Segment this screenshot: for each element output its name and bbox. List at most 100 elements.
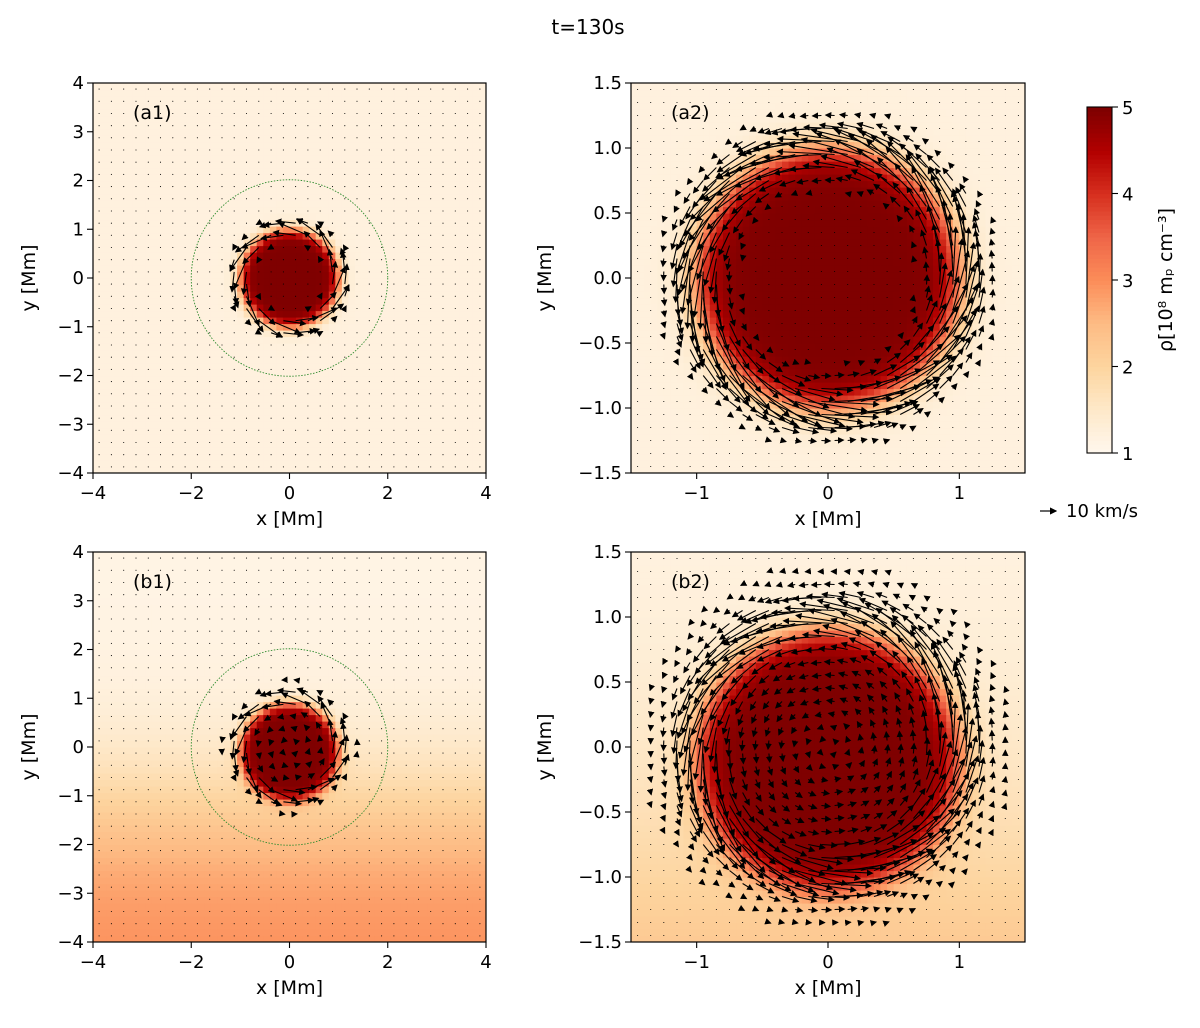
heatmap-cell [472, 453, 481, 461]
heatmap-cell [341, 245, 350, 253]
heatmap-cell [322, 271, 330, 279]
heatmap-cell [230, 161, 238, 169]
quiver-dot [295, 100, 297, 102]
heatmap-cell [381, 141, 389, 149]
heatmap-cell [644, 180, 652, 188]
heatmap-cell [368, 466, 376, 473]
heatmap-cell [631, 265, 639, 273]
quiver-dot [405, 344, 407, 346]
heatmap-cell [413, 278, 422, 286]
heatmap-cell [650, 265, 658, 273]
quiver-dot [344, 441, 346, 444]
heatmap-cell [171, 213, 179, 221]
heatmap-cell [479, 284, 486, 292]
heatmap-cell [158, 395, 166, 403]
quiver-arrow [277, 222, 309, 236]
heatmap-cell [472, 362, 481, 370]
quiver-dot [368, 295, 370, 297]
heatmap-cell [282, 453, 291, 461]
quiver-dot [98, 417, 100, 419]
heatmap-cell [387, 414, 395, 422]
quiver-dot [417, 454, 420, 456]
heatmap-cell [368, 356, 376, 364]
heatmap-cell [132, 297, 140, 305]
heatmap-cell [210, 174, 219, 182]
quiver-dot [196, 295, 198, 297]
heatmap-cell [361, 375, 369, 383]
heatmap-cell [446, 265, 454, 273]
heatmap-cell [165, 206, 173, 214]
heatmap-cell [341, 200, 350, 208]
heatmap-cell [197, 356, 205, 364]
quiver-dot [442, 173, 444, 175]
heatmap-cell [322, 89, 330, 97]
quiver-dot [258, 198, 260, 200]
heatmap-cell [93, 369, 101, 377]
heatmap-cell [151, 349, 160, 357]
heatmap-cell [413, 180, 422, 188]
quiver-dot [467, 381, 469, 383]
quiver-dot [110, 320, 112, 322]
quiver-dot [245, 137, 248, 139]
quiver-dot [344, 173, 346, 175]
heatmap-cell [466, 336, 474, 344]
heatmap-cell [309, 213, 317, 221]
quiver-dot [381, 454, 383, 456]
heatmap-cell [197, 161, 205, 169]
heatmap-cell [151, 174, 160, 182]
heatmap-cell [472, 245, 481, 253]
heatmap-cell [663, 349, 671, 357]
heatmap-cell [657, 434, 665, 442]
heatmap-cell [138, 174, 146, 182]
heatmap-cell [158, 239, 166, 247]
heatmap-cell [355, 408, 363, 416]
heatmap-cell [125, 167, 133, 175]
heatmap-cell [151, 343, 160, 351]
heatmap-cell [296, 304, 304, 312]
quiver-arrow [340, 305, 347, 313]
heatmap-cell [106, 278, 114, 286]
quiver-dot [172, 405, 174, 407]
heatmap-cell [145, 460, 153, 468]
heatmap-cell [361, 154, 369, 162]
quiver-dot [172, 417, 174, 419]
heatmap-cell [224, 252, 232, 260]
quiver-dot [270, 344, 272, 346]
heatmap-cell [296, 369, 304, 377]
heatmap-cell [99, 252, 107, 260]
quiver-dot [393, 417, 395, 419]
heatmap-cell [191, 239, 199, 247]
quiver-dot [123, 332, 125, 334]
heatmap-cell [420, 362, 428, 370]
heatmap-cell [243, 421, 251, 429]
heatmap-cell [374, 317, 382, 325]
heatmap-cell [387, 200, 395, 208]
heatmap-cell [158, 330, 166, 338]
heatmap-cell [407, 362, 415, 370]
heatmap-cell [210, 128, 219, 136]
heatmap-cell [125, 245, 133, 253]
heatmap-cell [165, 141, 173, 149]
quiver-dot [381, 417, 383, 419]
heatmap-cell [217, 213, 225, 221]
heatmap-cell [276, 252, 284, 260]
heatmap-cell [328, 193, 336, 201]
heatmap-cell [165, 167, 173, 175]
heatmap-cell [427, 310, 435, 318]
heatmap-cell [269, 278, 277, 286]
heatmap-cell [289, 453, 297, 461]
heatmap-cell [184, 174, 192, 182]
heatmap-cell [479, 122, 486, 130]
heatmap-cell [381, 330, 389, 338]
quiver-arrow [339, 247, 346, 260]
heatmap-cell [112, 330, 120, 338]
heatmap-cell [394, 193, 402, 201]
heatmap-cell [171, 135, 179, 143]
heatmap-cell [256, 226, 264, 234]
heatmap-cell [224, 369, 232, 377]
quiver-dot [295, 112, 297, 115]
heatmap-cell [243, 336, 251, 344]
quiver-dot [221, 295, 223, 297]
heatmap-cell [328, 96, 336, 104]
heatmap-cell [394, 466, 402, 473]
